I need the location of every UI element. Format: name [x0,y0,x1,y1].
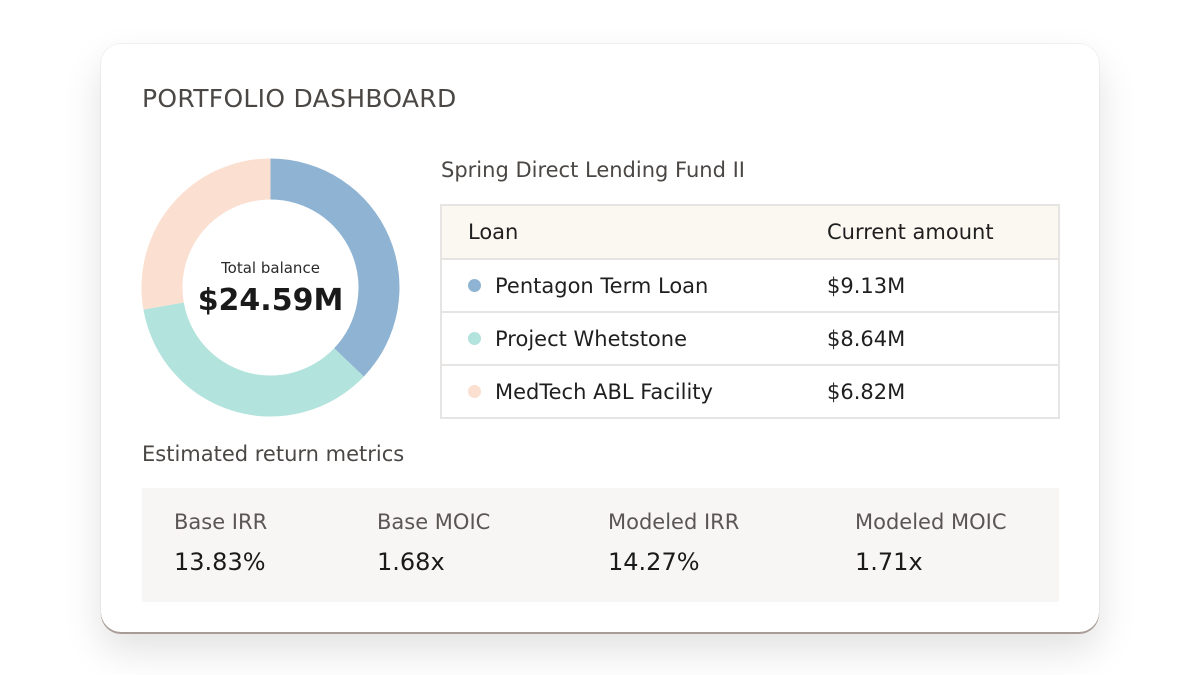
metric-label: Modeled MOIC [855,510,1007,534]
donut-slice-medtech-abl-facility[interactable] [141,158,271,310]
loan-name: MedTech ABL Facility [495,379,713,404]
column-header-loan: Loan [468,220,519,244]
loan-amount: $8.64M [827,326,906,351]
loan-name-cell: Project Whetstone [442,327,827,351]
loan-name: Pentagon Term Loan [495,273,709,298]
total-balance-label: Total balance [221,259,320,277]
metrics-panel: Base IRR 13.83% Base MOIC 1.68x Modeled … [142,488,1059,602]
metric-value: 13.83% [174,548,266,576]
metric-value: 1.68x [377,548,445,576]
total-balance-value: $24.59M [197,283,344,318]
loan-table: Loan Current amount Pentagon Term Loan $… [440,204,1060,419]
portfolio-dashboard-card: PORTFOLIO DASHBOARD Total balance $24.59… [101,44,1099,632]
balance-donut-chart: Total balance $24.59M [141,158,400,417]
column-header-amount: Current amount [827,220,994,244]
metric-label: Modeled IRR [608,510,740,534]
loan-amount: $6.82M [827,379,906,404]
metric-modeled-moic: Modeled MOIC 1.71x [855,510,1006,576]
metric-base-irr: Base IRR 13.83% [174,510,267,576]
loan-name-cell: MedTech ABL Facility [442,380,827,404]
loan-color-dot-icon [468,332,481,345]
metric-value: 14.27% [608,548,700,576]
table-row[interactable]: Pentagon Term Loan $9.13M [442,258,1058,311]
table-header-row: Loan Current amount [442,206,1058,258]
donut-slice-pentagon-term-loan[interactable] [270,158,400,377]
table-row[interactable]: Project Whetstone $8.64M [442,311,1058,364]
loan-name-cell: Pentagon Term Loan [442,274,827,298]
metric-value: 1.71x [855,548,923,576]
loan-amount: $9.13M [827,273,906,298]
metric-label: Base MOIC [377,510,491,534]
metrics-title: Estimated return metrics [142,442,405,466]
donut-slice-project-whetstone[interactable] [143,302,364,417]
loan-name: Project Whetstone [495,326,688,351]
fund-name: Spring Direct Lending Fund II [441,158,745,182]
loan-color-dot-icon [468,385,481,398]
donut-center: Total balance $24.59M [141,158,400,417]
metric-label: Base IRR [174,510,268,534]
table-row[interactable]: MedTech ABL Facility $6.82M [442,364,1058,417]
metric-modeled-irr: Modeled IRR 14.27% [608,510,739,576]
page-title: PORTFOLIO DASHBOARD [142,84,457,113]
donut-chart-svg [141,158,400,417]
metric-base-moic: Base MOIC 1.68x [377,510,490,576]
loan-color-dot-icon [468,279,481,292]
